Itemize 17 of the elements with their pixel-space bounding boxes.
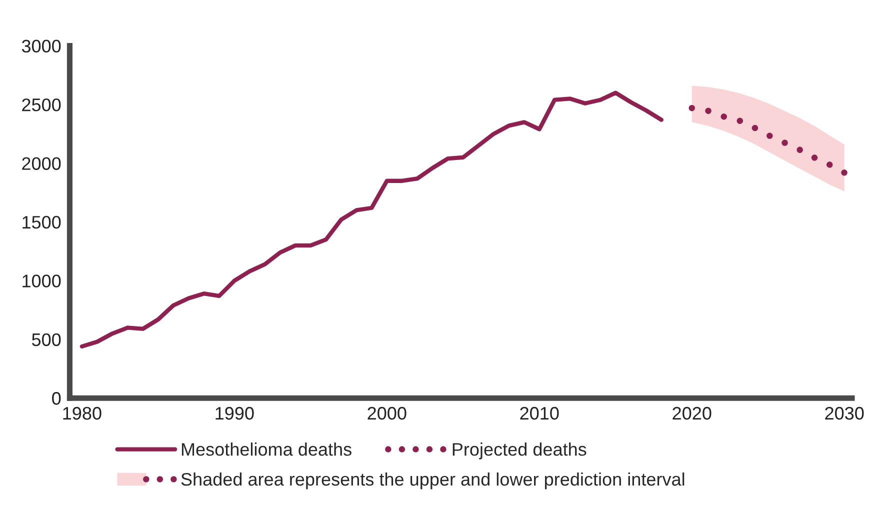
line-series: [80, 90, 664, 349]
x-tick-label: 2020: [672, 406, 712, 420]
x-tick-label: 1990: [216, 406, 254, 420]
text: Shaded area represents the upper and lower prediction interval: [181, 472, 684, 490]
x-tick-label: 2030: [825, 406, 864, 420]
y-tick-label: 1500: [22, 216, 61, 229]
x-tick-label: 1980: [63, 406, 102, 420]
y-tick-label: 500: [32, 333, 61, 346]
y-tick-label: 1000: [22, 274, 61, 288]
x-tick-label: 2010: [520, 406, 559, 420]
x-tick-label: 2000: [368, 406, 406, 420]
legend-label: Projected deaths: [452, 442, 586, 460]
y-tick-label: 2500: [22, 98, 61, 112]
y-tick-label: 3000: [22, 40, 61, 53]
y-tick-label: 0: [52, 392, 61, 405]
legend-label: Mesothelioma deaths: [182, 442, 352, 456]
y-tick-label: 2000: [22, 157, 61, 170]
